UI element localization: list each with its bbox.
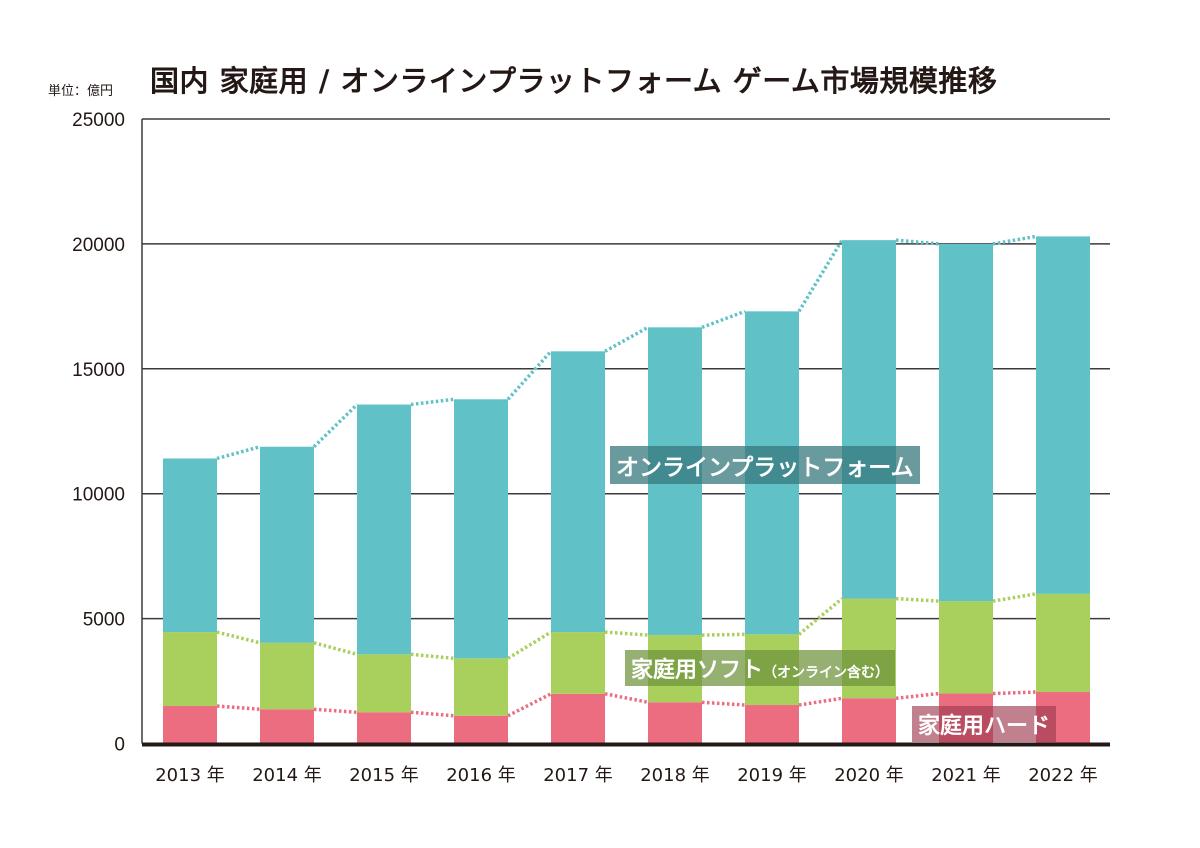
bar-segment [260, 709, 314, 744]
bar-segment [1036, 236, 1090, 594]
x-tick-label: 2015 年 [349, 765, 419, 786]
connector-line [701, 309, 746, 329]
bar-segment [163, 632, 217, 707]
bar-segment [454, 715, 508, 744]
connector-line [410, 652, 455, 661]
bar-segment [357, 404, 411, 655]
x-tick-label: 2013 年 [155, 765, 225, 786]
connector-line [895, 238, 940, 246]
label-home-software: 家庭用ソフト（オンライン含む） [625, 650, 896, 686]
x-tick-label: 2022 年 [1028, 765, 1098, 786]
x-tick-label: 2019 年 [737, 765, 807, 786]
x-tick-label: 2018 年 [640, 765, 710, 786]
bar-segment [163, 458, 217, 633]
y-tick-label: 0 [114, 735, 125, 756]
connector-line [507, 630, 552, 660]
y-tick-label: 20000 [72, 235, 125, 256]
x-tick-label: 2016 年 [446, 765, 516, 786]
connector-line [798, 696, 843, 707]
connector-line [507, 692, 552, 718]
x-tick-label: 2017 年 [543, 765, 613, 786]
y-tick-label: 15000 [72, 360, 125, 381]
x-tick-label: 2020 年 [834, 765, 904, 786]
connector-line [410, 397, 455, 407]
connector-line [895, 691, 940, 701]
bar-segment [551, 351, 605, 633]
connector-line [604, 630, 649, 637]
bar-segment [842, 698, 896, 744]
bar-segment [454, 658, 508, 716]
y-tick-label: 5000 [83, 610, 125, 631]
bar-segment [357, 712, 411, 744]
unit-label: 単位：億円 [48, 84, 114, 99]
bar-segment [939, 243, 993, 602]
label-home-hardware: 家庭用ハード [912, 706, 1057, 742]
y-tick-label: 25000 [72, 110, 125, 131]
label-home-software-note: （オンライン含む） [763, 665, 890, 681]
x-tick-label: 2014 年 [252, 765, 322, 786]
connector-line [992, 592, 1037, 603]
bar-segment [745, 705, 799, 744]
bar-segment [842, 240, 896, 599]
label-home-software-main: 家庭用ソフト [631, 658, 764, 683]
connector-line [410, 710, 455, 718]
connector-line [506, 350, 553, 401]
bar-segment [551, 632, 605, 694]
connector-line [313, 707, 358, 715]
y-tick-label: 10000 [72, 485, 125, 506]
bar-segment [163, 706, 217, 744]
connector-line [216, 630, 261, 645]
connector-line [701, 632, 746, 637]
connector-line [216, 445, 261, 461]
bar-segment [260, 446, 314, 643]
bar-segment [357, 654, 411, 713]
bar-segment [260, 642, 314, 710]
connector-line [797, 239, 844, 313]
x-tick-label: 2021 年 [931, 765, 1001, 786]
connector-line [312, 403, 359, 448]
chart-title: 国内 家庭用 / オンラインプラットフォーム ゲーム市場規模推移 [150, 64, 998, 98]
connector-line [604, 325, 649, 353]
connector-line [313, 641, 358, 657]
label-online-platform: オンラインプラットフォーム [610, 446, 920, 484]
connector-line [797, 597, 844, 636]
connector-line [992, 234, 1037, 246]
bar-segment [648, 702, 702, 744]
bar-segment [1036, 593, 1090, 693]
connector-line [895, 596, 940, 603]
connector-line [992, 690, 1037, 696]
connector-line [604, 692, 649, 704]
bar-segment [454, 399, 508, 659]
connector-line [216, 704, 261, 712]
bar-segment [551, 693, 605, 744]
connector-line [701, 700, 746, 707]
bar-segment [939, 601, 993, 694]
